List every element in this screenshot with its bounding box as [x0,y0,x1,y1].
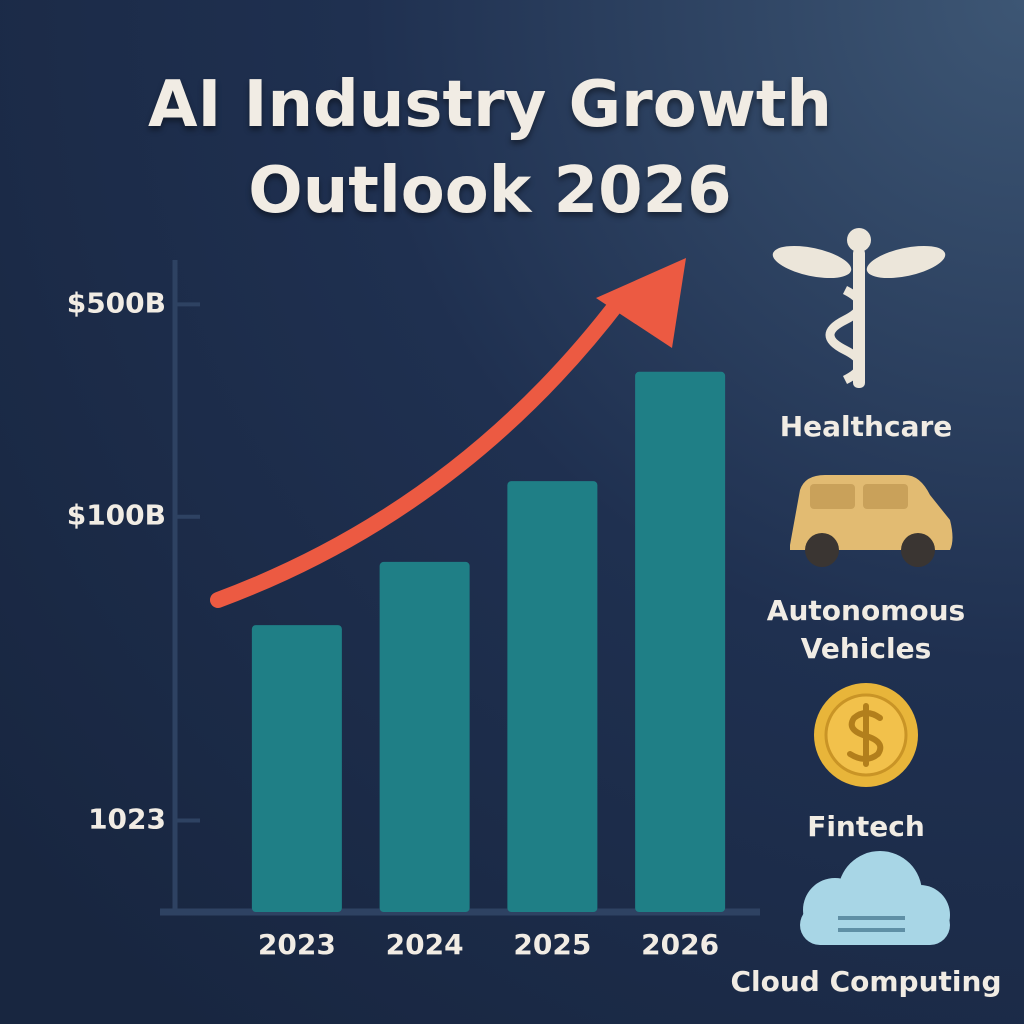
sector-label: Autonomous Vehicles [766,594,966,665]
y-tick-label: $500B [67,286,166,319]
x-tick-label: 2026 [641,928,719,961]
bar [251,625,342,912]
chart-title: AI Industry Growth Outlook 2026 [148,68,832,228]
sector-label: Fintech [807,810,925,843]
vehicle-icon [790,475,953,567]
bar [507,481,598,912]
sector-label: Healthcare [779,410,953,443]
trend-arrow [210,292,628,608]
x-tick-label: 2023 [258,928,336,961]
cloud-icon [800,851,950,945]
fintech-icon [814,683,918,787]
bar [379,561,470,912]
y-tick-label: 1023 [88,803,166,836]
healthcare-icon [772,228,946,388]
x-tick-label: 2024 [386,928,464,961]
trend-arrow-head [596,258,686,348]
sector-label: Cloud Computing [730,965,1002,998]
bars [251,371,726,912]
bar [635,371,726,912]
y-tick-label: $100B [67,499,166,532]
x-tick-label: 2025 [513,928,591,961]
